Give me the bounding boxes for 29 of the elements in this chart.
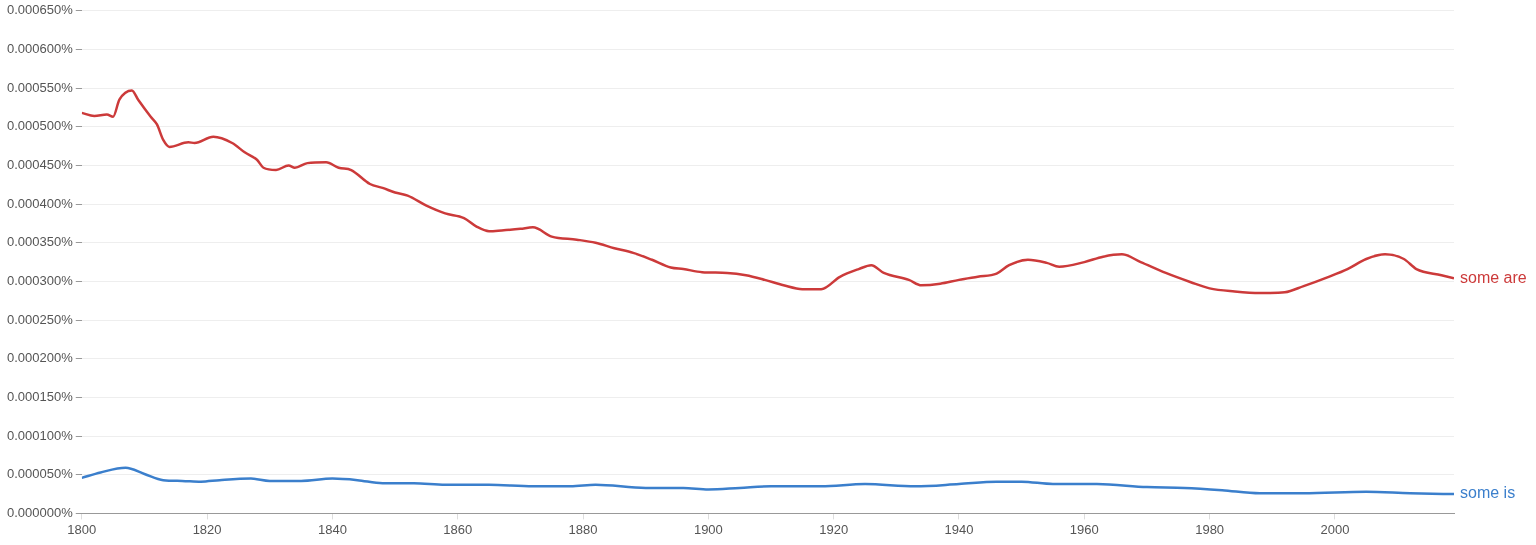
y-tick-label: 0.000400% xyxy=(7,195,74,211)
y-tick-label: 0.000600% xyxy=(7,41,74,57)
x-tick-label: 1820 xyxy=(192,521,222,537)
y-tick-label: 0.000450% xyxy=(7,157,74,173)
x-tick-label: 2000 xyxy=(1320,521,1350,537)
x-tick-label: 1940 xyxy=(944,521,974,537)
x-tick-label: 1860 xyxy=(443,521,473,537)
x-tick-label: 1800 xyxy=(67,521,97,537)
y-tick-label: 0.000350% xyxy=(7,234,74,250)
x-tick-label: 1980 xyxy=(1195,521,1225,537)
y-tick-label: 0.000250% xyxy=(7,311,74,327)
series-label: some are xyxy=(1460,268,1527,286)
y-tick-label: 0.000500% xyxy=(7,118,74,134)
y-tick-label: 0.000300% xyxy=(7,273,74,289)
x-tick-label: 1840 xyxy=(317,521,347,537)
y-tick-label: 0.000100% xyxy=(7,427,74,443)
x-tick-label: 1920 xyxy=(819,521,849,537)
line-series xyxy=(81,466,1454,496)
y-tick-label: 0.000200% xyxy=(7,350,74,366)
x-tick-label: 1900 xyxy=(693,521,723,537)
y-tick-label: 0.000150% xyxy=(7,388,74,404)
y-tick-label: 0.000550% xyxy=(7,79,74,95)
x-tick-label: 1960 xyxy=(1069,521,1099,537)
series-label: some is xyxy=(1460,484,1516,502)
y-tick-label: 0.000050% xyxy=(7,466,74,482)
y-tick-label: 0.000650% xyxy=(7,2,74,18)
y-tick-label: 0.000000% xyxy=(7,504,74,520)
line-series xyxy=(81,89,1454,295)
x-tick-label: 1880 xyxy=(568,521,598,537)
